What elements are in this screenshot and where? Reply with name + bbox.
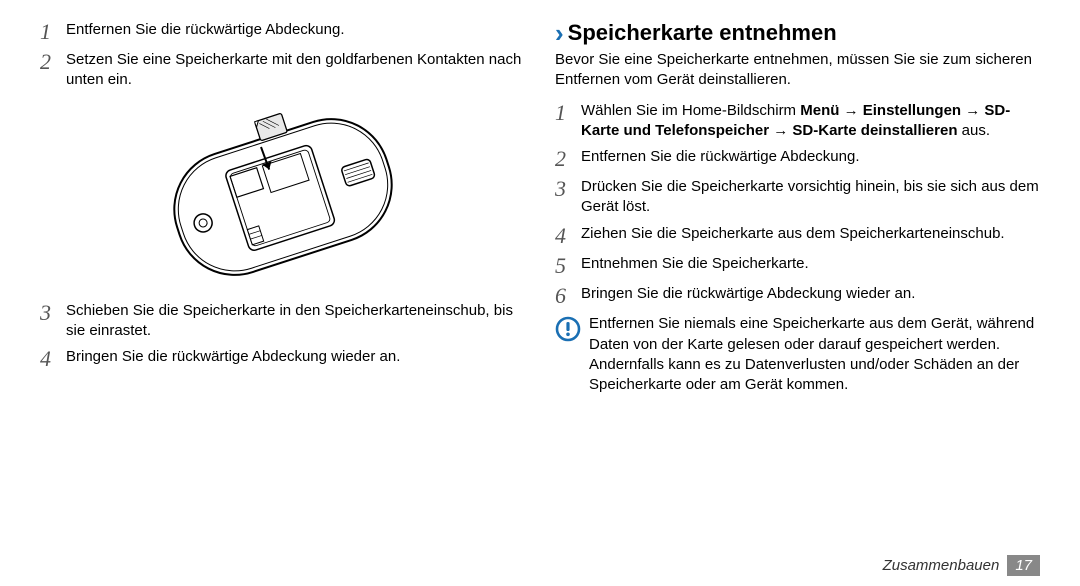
- right-step-5: 5 Entnehmen Sie die Speicherkarte.: [555, 254, 1040, 278]
- left-step-1: 1 Entfernen Sie die rückwärtige Abdeckun…: [40, 20, 525, 44]
- left-step-3: 3 Schieben Sie die Speicherkarte in den …: [40, 301, 525, 342]
- step-text: Entfernen Sie die rückwärtige Abdeckung.: [581, 147, 1040, 167]
- step-number: 6: [555, 284, 581, 308]
- step-text: Schieben Sie die Speicherkarte in den Sp…: [66, 301, 525, 342]
- left-column: 1 Entfernen Sie die rückwärtige Abdeckun…: [40, 20, 525, 395]
- step-text: Entfernen Sie die rückwärtige Abdeckung.: [66, 20, 525, 40]
- step-number: 1: [555, 101, 581, 125]
- step-number: 5: [555, 254, 581, 278]
- step-number: 1: [40, 20, 66, 44]
- right-step-2: 2 Entfernen Sie die rückwärtige Abdeckun…: [555, 147, 1040, 171]
- step-text: Ziehen Sie die Speicherkarte aus dem Spe…: [581, 224, 1040, 244]
- left-step-4: 4 Bringen Sie die rückwärtige Abdeckung …: [40, 347, 525, 371]
- right-step-1: 1 Wählen Sie im Home-Bildschirm Menü → E…: [555, 101, 1040, 142]
- warning-callout: Entfernen Sie niemals eine Speicherkarte…: [555, 314, 1040, 395]
- step-number: 3: [40, 301, 66, 325]
- right-step-6: 6 Bringen Sie die rückwärtige Abdeckung …: [555, 284, 1040, 308]
- step-text: Bringen Sie die rückwärtige Abdeckung wi…: [66, 347, 525, 367]
- chevron-icon: ›: [555, 20, 564, 46]
- warning-icon: [555, 316, 581, 342]
- step-text: Bringen Sie die rückwärtige Abdeckung wi…: [581, 284, 1040, 304]
- step-number: 3: [555, 177, 581, 201]
- manual-page: 1 Entfernen Sie die rückwärtige Abdeckun…: [0, 0, 1080, 395]
- section-heading: › Speicherkarte entnehmen: [555, 20, 1040, 46]
- section-intro: Bevor Sie eine Speicherkarte entnehmen, …: [555, 50, 1040, 91]
- footer-page-number: 17: [1007, 555, 1040, 576]
- device-illustration: [143, 97, 423, 287]
- step-text: Drücken Sie die Speicherkarte vorsichtig…: [581, 177, 1040, 218]
- section-title-text: Speicherkarte entnehmen: [568, 20, 837, 46]
- warning-text: Entfernen Sie niemals eine Speicherkarte…: [589, 314, 1040, 395]
- step-number: 2: [40, 50, 66, 74]
- step-number: 4: [40, 347, 66, 371]
- page-footer: Zusammenbauen 17: [883, 555, 1040, 576]
- step-text: Setzen Sie eine Speicherkarte mit den go…: [66, 50, 525, 91]
- step-text: Wählen Sie im Home-Bildschirm Menü → Ein…: [581, 101, 1040, 142]
- right-step-3: 3 Drücken Sie die Speicherkarte vorsicht…: [555, 177, 1040, 218]
- step-number: 2: [555, 147, 581, 171]
- footer-section-name: Zusammenbauen: [883, 557, 1000, 574]
- right-column: › Speicherkarte entnehmen Bevor Sie eine…: [555, 20, 1040, 395]
- step-number: 4: [555, 224, 581, 248]
- step-text: Entnehmen Sie die Speicherkarte.: [581, 254, 1040, 274]
- right-step-4: 4 Ziehen Sie die Speicherkarte aus dem S…: [555, 224, 1040, 248]
- left-step-2: 2 Setzen Sie eine Speicherkarte mit den …: [40, 50, 525, 91]
